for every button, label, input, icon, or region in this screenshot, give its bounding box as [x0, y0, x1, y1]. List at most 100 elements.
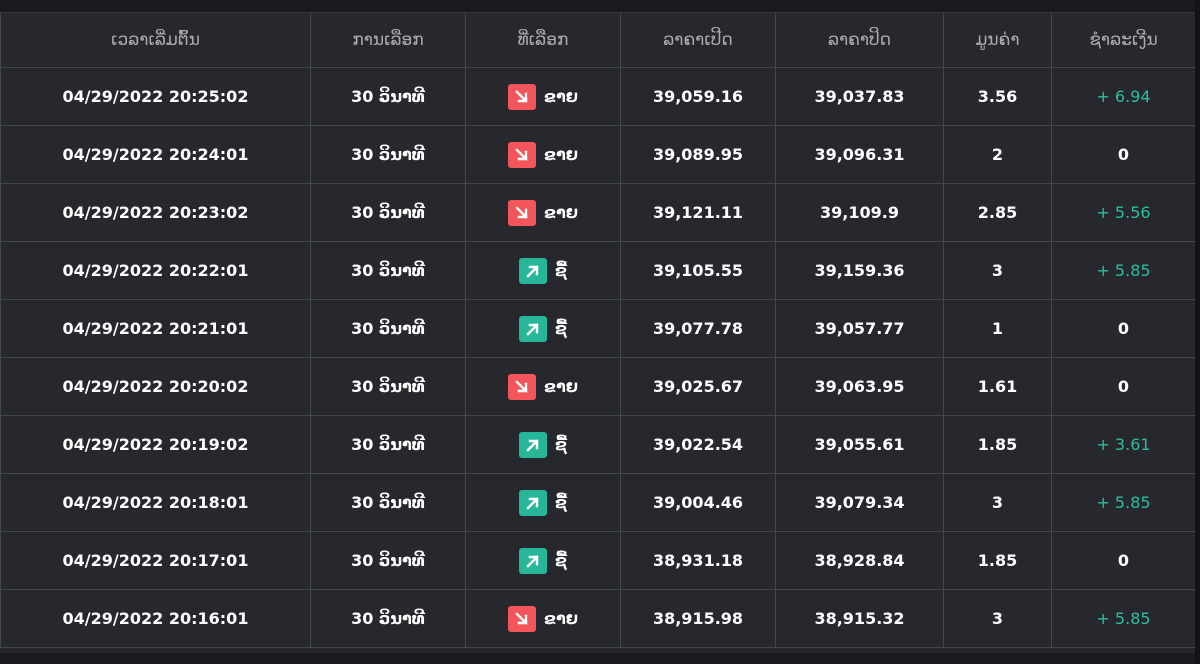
cell-start-time: 04/29/2022 20:25:02 [0, 67, 311, 126]
table-row[interactable]: 04/29/2022 20:19:02 30 ວິນາທີ ຊື້ 39,022.54… [0, 415, 1196, 474]
table-row[interactable]: 04/29/2022 20:24:01 30 ວິນາທີ ຂາຍ 39,089.95… [0, 125, 1196, 184]
header-selected[interactable]: ທີ່ເລືອກ [465, 13, 621, 68]
cell-open-price: 39,059.16 [620, 67, 776, 126]
cell-amount: 3.56 [943, 67, 1052, 126]
direction-label: ຂາຍ [544, 609, 578, 628]
arrow-up-right-icon [519, 489, 548, 516]
direction-label: ຂາຍ [544, 203, 578, 222]
cell-duration: 30 ວິນາທີ [310, 183, 466, 242]
direction-label: ຊື້ [555, 319, 567, 338]
cell-duration: 30 ວິນາທີ [310, 357, 466, 416]
cell-direction: ຂາຍ [465, 357, 621, 416]
cell-close-price: 38,928.84 [775, 531, 944, 590]
scrollbar-track[interactable] [1195, 0, 1200, 664]
cell-amount: 2 [943, 125, 1052, 184]
header-amount[interactable]: ມູນຄ່າ [943, 13, 1052, 68]
cell-duration: 30 ວິນາທີ [310, 415, 466, 474]
cell-close-price: 39,037.83 [775, 67, 944, 126]
table-row[interactable]: 04/29/2022 20:20:02 30 ວິນາທີ ຂາຍ 39,025.67… [0, 357, 1196, 416]
cell-direction: ຂາຍ [465, 125, 621, 184]
direction-label: ຊື້ [555, 435, 567, 454]
table-row[interactable]: 04/29/2022 20:16:01 30 ວິນາທີ ຂາຍ 38,915.98… [0, 589, 1196, 648]
cell-duration: 30 ວິນາທີ [310, 241, 466, 300]
cell-direction: ຂາຍ [465, 67, 621, 126]
arrow-down-right-icon [508, 605, 537, 632]
direction-label: ຊື້ [555, 493, 567, 512]
cell-start-time: 04/29/2022 20:22:01 [0, 241, 311, 300]
cell-open-price: 39,077.78 [620, 299, 776, 358]
cell-amount: 2.85 [943, 183, 1052, 242]
arrow-down-right-icon [508, 83, 537, 110]
cell-open-price: 39,004.46 [620, 473, 776, 532]
arrow-up-right-icon [519, 257, 548, 284]
cell-close-price: 39,079.34 [775, 473, 944, 532]
cell-payout: 0 [1051, 125, 1196, 184]
direction-label: ຂາຍ [544, 145, 578, 164]
cell-payout: + 5.56 [1051, 183, 1196, 242]
cell-direction: ຊື້ [465, 299, 621, 358]
table-row[interactable]: 04/29/2022 20:18:01 30 ວິນາທີ ຊື້ 39,004.46… [0, 473, 1196, 532]
cell-close-price: 39,055.61 [775, 415, 944, 474]
cell-direction: ຊື້ [465, 415, 621, 474]
cell-start-time: 04/29/2022 20:23:02 [0, 183, 311, 242]
cell-close-price: 39,096.31 [775, 125, 944, 184]
arrow-down-right-icon [508, 199, 537, 226]
cell-close-price: 39,057.77 [775, 299, 944, 358]
cell-payout: + 5.85 [1051, 241, 1196, 300]
arrow-down-right-icon [508, 373, 537, 400]
cell-amount: 3 [943, 589, 1052, 648]
trade-history-table: ເວລາເລີ່ມຕົ້ນ ການເລືອກ ທີ່ເລືອກ ລາຄາເປີດ… [0, 13, 1196, 648]
header-start-time[interactable]: ເວລາເລີ່ມຕົ້ນ [0, 13, 311, 68]
cell-direction: ຊື້ [465, 473, 621, 532]
trade-history-panel: ເວລາເລີ່ມຕົ້ນ ການເລືອກ ທີ່ເລືອກ ລາຄາເປີດ… [0, 12, 1196, 653]
cell-amount: 3 [943, 473, 1052, 532]
cell-duration: 30 ວິນາທີ [310, 125, 466, 184]
cell-direction: ຂາຍ [465, 183, 621, 242]
arrow-up-right-icon [519, 431, 548, 458]
direction-label: ຂາຍ [544, 87, 578, 106]
table-row[interactable]: 04/29/2022 20:17:01 30 ວິນາທີ ຊື້ 38,931.18… [0, 531, 1196, 590]
direction-badge: ຊື້ [519, 431, 567, 458]
arrow-up-right-icon [519, 547, 548, 574]
direction-badge: ຂາຍ [508, 83, 578, 110]
cell-duration: 30 ວິນາທີ [310, 589, 466, 648]
header-close-price[interactable]: ລາຄາປິດ [775, 13, 944, 68]
cell-payout: 0 [1051, 299, 1196, 358]
header-payout[interactable]: ຊຳລະເງີນ [1051, 13, 1196, 68]
cell-close-price: 39,109.9 [775, 183, 944, 242]
cell-open-price: 39,022.54 [620, 415, 776, 474]
direction-badge: ຊື້ [519, 315, 567, 342]
table-row[interactable]: 04/29/2022 20:25:02 30 ວິນາທີ ຂາຍ 39,059.16… [0, 67, 1196, 126]
arrow-up-right-icon [519, 315, 548, 342]
table-row[interactable]: 04/29/2022 20:23:02 30 ວິນາທີ ຂາຍ 39,121.11… [0, 183, 1196, 242]
cell-open-price: 38,915.98 [620, 589, 776, 648]
direction-badge: ຊື້ [519, 257, 567, 284]
direction-label: ຊື້ [555, 551, 567, 570]
cell-amount: 3 [943, 241, 1052, 300]
table-row[interactable]: 04/29/2022 20:21:01 30 ວິນາທີ ຊື້ 39,077.78… [0, 299, 1196, 358]
header-row: ເວລາເລີ່ມຕົ້ນ ການເລືອກ ທີ່ເລືອກ ລາຄາເປີດ… [0, 13, 1196, 68]
header-option[interactable]: ການເລືອກ [310, 13, 466, 68]
direction-badge: ຂາຍ [508, 199, 578, 226]
cell-open-price: 39,121.11 [620, 183, 776, 242]
header-open-price[interactable]: ລາຄາເປີດ [620, 13, 776, 68]
table-header: ເວລາເລີ່ມຕົ້ນ ການເລືອກ ທີ່ເລືອກ ລາຄາເປີດ… [0, 13, 1196, 68]
cell-open-price: 39,089.95 [620, 125, 776, 184]
cell-amount: 1.61 [943, 357, 1052, 416]
cell-duration: 30 ວິນາທີ [310, 473, 466, 532]
cell-duration: 30 ວິນາທີ [310, 531, 466, 590]
cell-start-time: 04/29/2022 20:17:01 [0, 531, 311, 590]
direction-badge: ຂາຍ [508, 605, 578, 632]
cell-start-time: 04/29/2022 20:20:02 [0, 357, 311, 416]
cell-payout: + 3.61 [1051, 415, 1196, 474]
cell-payout: + 6.94 [1051, 67, 1196, 126]
cell-direction: ຊື້ [465, 241, 621, 300]
cell-start-time: 04/29/2022 20:24:01 [0, 125, 311, 184]
cell-duration: 30 ວິນາທີ [310, 299, 466, 358]
cell-amount: 1.85 [943, 415, 1052, 474]
table-row[interactable]: 04/29/2022 20:22:01 30 ວິນາທີ ຊື້ 39,105.55… [0, 241, 1196, 300]
cell-start-time: 04/29/2022 20:18:01 [0, 473, 311, 532]
table-body: 04/29/2022 20:25:02 30 ວິນາທີ ຂາຍ 39,059.16… [0, 67, 1196, 648]
cell-open-price: 39,105.55 [620, 241, 776, 300]
